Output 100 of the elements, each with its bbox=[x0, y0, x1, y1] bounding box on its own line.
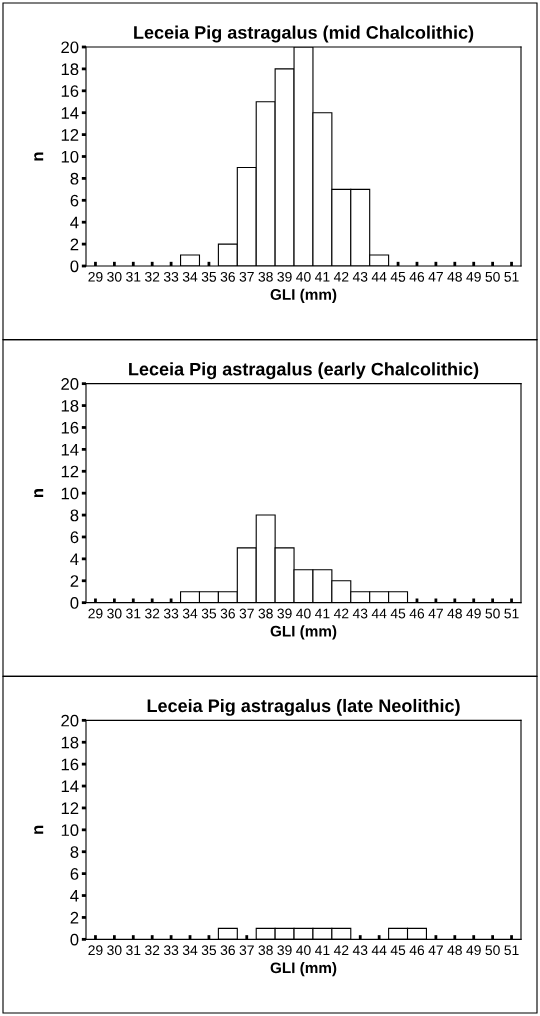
y-axis-title: n bbox=[34, 489, 44, 498]
x-tick-label: 34 bbox=[182, 945, 198, 956]
y-tick-label: 6 bbox=[70, 868, 79, 880]
x-tick-label: 35 bbox=[201, 945, 217, 956]
y-tick-label: 0 bbox=[70, 597, 79, 609]
y-tick-label: 6 bbox=[70, 194, 79, 207]
x-tick-label: 43 bbox=[352, 608, 368, 619]
y-tick-label: 14 bbox=[61, 780, 79, 793]
chart-title: Leceia Pig astragalus (late Neolithic) bbox=[147, 698, 460, 716]
x-tick-label: 30 bbox=[107, 271, 122, 282]
x-tick-label: 37 bbox=[239, 945, 254, 956]
x-axis-title: GLI (mm) bbox=[270, 962, 337, 977]
x-tick-label: 44 bbox=[371, 608, 387, 619]
x-tick-label: 32 bbox=[145, 608, 160, 619]
x-tick-label: 32 bbox=[145, 945, 160, 956]
x-tick-label: 37 bbox=[239, 271, 254, 282]
x-axis-title: GLI (mm) bbox=[270, 625, 337, 640]
y-tick-label: 16 bbox=[61, 421, 79, 434]
y-tick-label: 4 bbox=[70, 216, 79, 229]
x-tick-label: 51 bbox=[504, 272, 519, 282]
y-tick-label: 4 bbox=[70, 553, 79, 565]
y-tick-label: 18 bbox=[61, 63, 79, 76]
x-tick-label: 33 bbox=[163, 608, 179, 619]
x-tick-label: 31 bbox=[126, 271, 141, 282]
y-tick-label: 14 bbox=[61, 107, 79, 119]
x-tick-label: 43 bbox=[352, 945, 368, 956]
x-tick-label: 29 bbox=[88, 945, 103, 956]
x-tick-label: 35 bbox=[201, 271, 217, 282]
y-tick-label: 12 bbox=[61, 465, 79, 478]
x-tick-label: 41 bbox=[315, 945, 330, 955]
x-tick-label: 48 bbox=[447, 271, 462, 282]
y-tick-label: 8 bbox=[70, 509, 79, 522]
x-tick-label: 34 bbox=[182, 608, 198, 619]
x-tick-label: 49 bbox=[466, 608, 481, 619]
y-tick-label: 0 bbox=[70, 933, 79, 946]
x-tick-label: 36 bbox=[220, 945, 235, 956]
y-tick-label: 0 bbox=[70, 260, 79, 273]
x-tick-label: 34 bbox=[182, 271, 198, 282]
x-tick-label: 29 bbox=[88, 608, 103, 619]
y-tick-label: 2 bbox=[70, 575, 79, 587]
x-tick-label: 42 bbox=[333, 271, 349, 282]
x-tick-label: 33 bbox=[163, 271, 179, 282]
x-tick-label: 31 bbox=[126, 608, 141, 619]
x-tick-label: 31 bbox=[126, 945, 141, 956]
x-tick-label: 46 bbox=[409, 608, 425, 619]
y-tick-label: 18 bbox=[61, 736, 79, 749]
x-tick-label: 45 bbox=[390, 608, 406, 619]
y-tick-label: 20 bbox=[61, 378, 79, 390]
y-tick-label: 14 bbox=[61, 443, 79, 456]
x-tick-label: 42 bbox=[333, 945, 349, 955]
x-tick-label: 40 bbox=[296, 271, 311, 282]
y-tick-label: 6 bbox=[70, 531, 79, 544]
y-tick-label: 16 bbox=[61, 758, 79, 771]
x-tick-label: 39 bbox=[277, 271, 292, 282]
y-tick-label: 20 bbox=[61, 41, 79, 54]
x-tick-label: 50 bbox=[485, 271, 500, 282]
x-tick-label: 51 bbox=[504, 945, 519, 956]
x-tick-label: 39 bbox=[277, 945, 292, 956]
x-tick-label: 49 bbox=[466, 945, 481, 956]
y-tick-label: 8 bbox=[70, 846, 79, 858]
x-tick-label: 30 bbox=[107, 608, 122, 619]
x-tick-label: 43 bbox=[352, 271, 368, 282]
x-tick-label: 50 bbox=[485, 945, 500, 956]
y-tick-label: 12 bbox=[61, 129, 79, 141]
x-tick-label: 48 bbox=[447, 608, 462, 619]
x-tick-label: 32 bbox=[145, 271, 160, 282]
x-tick-label: 44 bbox=[371, 945, 387, 955]
x-tick-label: 38 bbox=[258, 271, 273, 282]
x-tick-label: 47 bbox=[428, 945, 443, 955]
x-tick-label: 45 bbox=[390, 272, 406, 282]
x-tick-label: 41 bbox=[315, 272, 330, 282]
y-tick-label: 2 bbox=[70, 238, 79, 251]
x-tick-label: 51 bbox=[504, 608, 519, 619]
x-tick-label: 38 bbox=[258, 945, 273, 956]
x-tick-label: 36 bbox=[220, 271, 235, 282]
y-tick-label: 12 bbox=[61, 802, 79, 814]
x-tick-label: 36 bbox=[220, 608, 235, 619]
x-tick-label: 44 bbox=[371, 272, 387, 282]
x-tick-label: 37 bbox=[239, 608, 254, 619]
y-axis-title: n bbox=[34, 825, 44, 834]
x-tick-label: 50 bbox=[485, 608, 500, 619]
y-tick-label: 10 bbox=[61, 487, 79, 500]
chart-title: Leceia Pig astragalus (early Chalcolithic) bbox=[129, 362, 479, 380]
y-tick-label: 8 bbox=[70, 172, 79, 185]
x-tick-label: 46 bbox=[409, 271, 425, 282]
x-tick-label: 33 bbox=[163, 945, 179, 956]
y-tick-label: 18 bbox=[61, 399, 79, 412]
x-tick-label: 29 bbox=[88, 271, 103, 282]
x-axis-title: GLI (mm) bbox=[270, 288, 337, 303]
chart-title: Leceia Pig astragalus (mid Chalcolithic) bbox=[134, 25, 474, 43]
y-axis-title: n bbox=[34, 152, 44, 161]
y-tick-label: 10 bbox=[61, 824, 79, 837]
y-tick-label: 16 bbox=[61, 85, 79, 97]
x-tick-label: 41 bbox=[315, 608, 330, 619]
x-tick-label: 38 bbox=[258, 608, 273, 619]
x-tick-label: 49 bbox=[466, 271, 481, 282]
x-tick-label: 46 bbox=[409, 945, 425, 956]
y-tick-label: 2 bbox=[70, 911, 79, 924]
x-tick-label: 35 bbox=[201, 608, 217, 619]
x-tick-label: 40 bbox=[296, 945, 311, 956]
